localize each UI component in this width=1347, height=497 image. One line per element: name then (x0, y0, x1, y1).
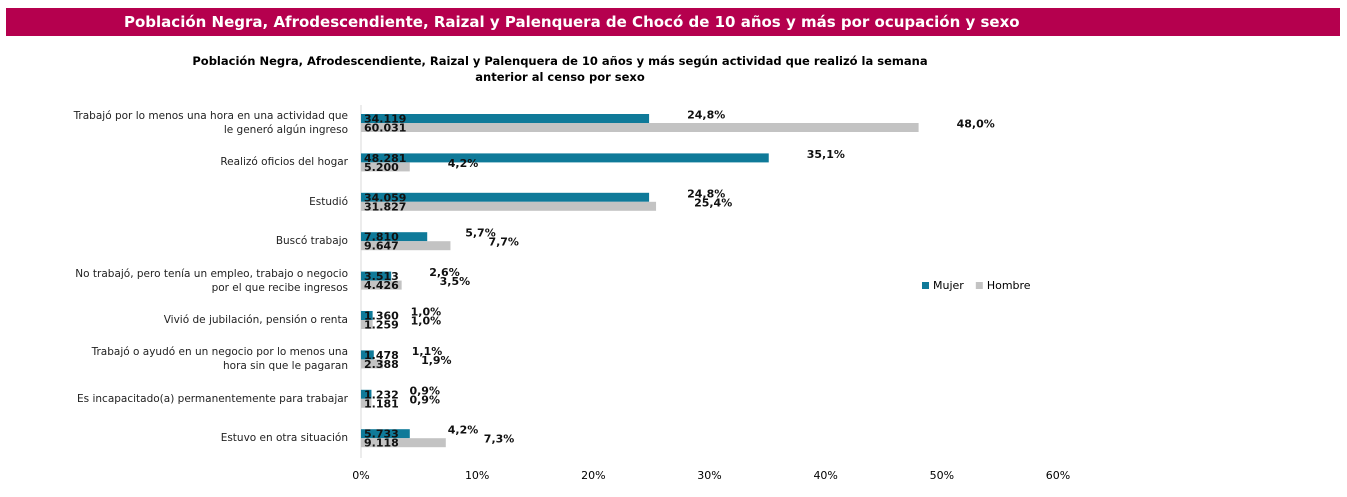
bar (361, 398, 372, 408)
legend-swatch (922, 282, 929, 289)
count-label: 9.118 (364, 437, 399, 450)
bar (361, 123, 919, 132)
bar (361, 153, 769, 163)
category-label: Realizó oficios del hogar (220, 156, 348, 169)
bar (361, 241, 451, 251)
bar (361, 320, 373, 329)
chart-title: Población Negra, Afrodescendiente, Raiza… (192, 54, 928, 84)
count-label: 34.119 (364, 113, 406, 126)
value-label: 25,4% (694, 196, 732, 209)
count-label: 1.360 (364, 310, 399, 323)
value-label: 0,9% (409, 393, 440, 406)
count-label: 1.259 (364, 319, 399, 332)
bar (361, 271, 392, 281)
bar (361, 429, 410, 439)
value-label: 7,7% (488, 236, 519, 249)
count-label: 1.232 (364, 388, 399, 401)
bar (361, 232, 428, 242)
value-label: 0,9% (409, 384, 440, 397)
value-label: 4,2% (448, 157, 479, 170)
bar (361, 438, 446, 448)
count-label: 31.827 (364, 200, 406, 213)
x-tick-label: 40% (813, 469, 837, 482)
x-tick-label: 0% (352, 469, 369, 482)
bar (361, 311, 373, 320)
bar (361, 201, 657, 211)
value-label: 3,5% (440, 275, 471, 288)
x-tick-label: 10% (465, 469, 489, 482)
value-label: 7,3% (484, 433, 515, 446)
bar (361, 389, 372, 399)
category-label: Trabajó o ayudó en un negocio por lo men… (91, 346, 348, 373)
count-label: 1.478 (364, 349, 399, 362)
x-tick-label: 50% (930, 469, 954, 482)
value-label: 5,7% (465, 227, 496, 240)
count-label: 5.200 (364, 161, 399, 174)
count-label: 48.281 (364, 152, 406, 165)
value-label: 48,0% (957, 118, 995, 131)
legend-label: Mujer (933, 279, 964, 292)
x-tick-label: 20% (581, 469, 605, 482)
bar (361, 350, 374, 360)
value-label: 35,1% (807, 148, 845, 161)
count-label: 4.426 (364, 279, 399, 292)
bar (361, 192, 650, 202)
count-label: 5.733 (364, 428, 399, 441)
bar (361, 114, 650, 123)
x-tick-label: 30% (697, 469, 721, 482)
category-label: Estuvo en otra situación (220, 432, 348, 445)
count-label: 34.059 (364, 191, 406, 204)
count-label: 3.513 (364, 270, 399, 283)
count-label: 2.388 (364, 358, 399, 371)
category-label: No trabajó, pero tenía un empleo, trabaj… (75, 267, 348, 294)
category-label: Buscó trabajo (275, 235, 348, 248)
banner-title: Población Negra, Afrodescendiente, Raiza… (6, 8, 1340, 36)
category-label: Es incapacitado(a) permanentemente para … (77, 392, 348, 405)
count-label: 7.810 (364, 231, 399, 244)
bar (361, 280, 402, 290)
bar (361, 162, 410, 172)
value-label: 4,2% (448, 424, 479, 437)
value-label: 24,8% (687, 109, 725, 122)
legend-label: Hombre (987, 279, 1031, 292)
value-label: 1,1% (412, 345, 443, 358)
count-label: 1.181 (364, 397, 399, 410)
value-label: 1,0% (411, 306, 442, 319)
x-tick-label: 60% (1046, 469, 1070, 482)
category-label: Vivió de jubilación, pensión o renta (163, 314, 348, 326)
category-label: Estudió (309, 195, 348, 208)
count-label: 9.647 (364, 240, 399, 253)
bar (361, 359, 384, 369)
value-label: 1,0% (411, 315, 442, 328)
value-label: 2,6% (429, 266, 460, 279)
legend-swatch (975, 282, 983, 289)
count-label: 60.031 (364, 122, 406, 135)
category-label: Trabajó por lo menos una hora en una act… (73, 110, 348, 136)
value-label: 24,8% (687, 187, 725, 200)
value-label: 1,9% (421, 354, 452, 367)
